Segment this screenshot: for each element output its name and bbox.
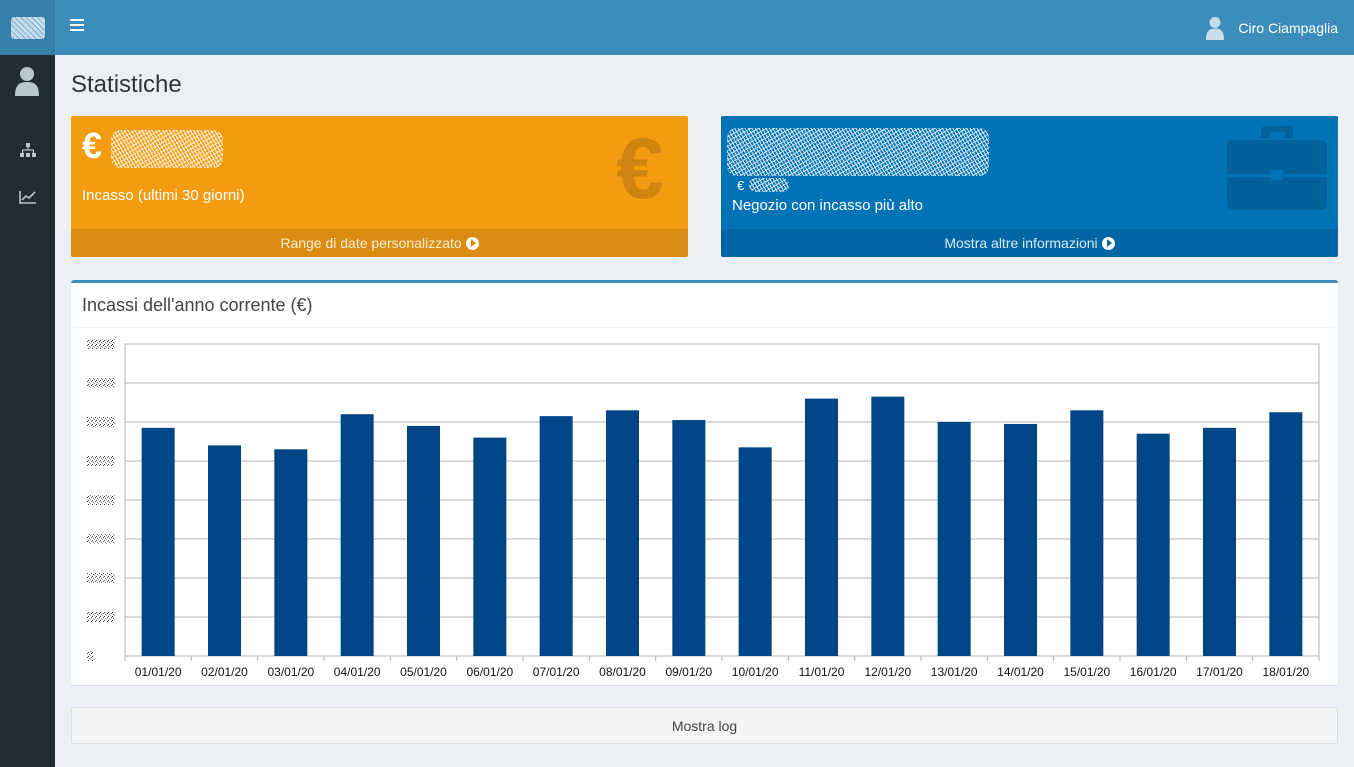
arrow-circle-right-icon xyxy=(465,236,479,250)
user-name: Ciro Ciampaglia xyxy=(1238,19,1338,36)
chart-bar xyxy=(871,396,905,656)
y-tick-label-redacted xyxy=(87,651,93,661)
chart-bar xyxy=(1203,427,1236,656)
x-tick-label: 13/01/20 xyxy=(931,665,978,679)
x-tick-label: 04/01/20 xyxy=(334,665,381,679)
app-logo[interactable] xyxy=(0,0,55,55)
x-tick-label: 17/01/20 xyxy=(1196,665,1243,679)
x-tick-label: 05/01/20 xyxy=(400,665,447,679)
x-tick-label: 06/01/20 xyxy=(466,665,513,679)
chart-bar xyxy=(606,410,639,656)
chart-bar xyxy=(937,422,971,656)
sidebar-item-statistics[interactable] xyxy=(0,177,55,217)
sidebar-toggle-icon[interactable] xyxy=(70,19,84,35)
sitemap-icon xyxy=(19,143,36,157)
top-store-card: € Negozio con incasso più alto Mostra al… xyxy=(721,116,1338,257)
y-tick-label-redacted xyxy=(87,534,115,544)
sidebar-user-avatar[interactable] xyxy=(14,66,40,101)
chart-bar xyxy=(1004,423,1037,656)
chart-bar xyxy=(672,420,706,656)
y-tick-label-redacted xyxy=(87,495,115,505)
chart-panel: Incassi dell'anno corrente (€) 01/01/20 0… xyxy=(71,280,1338,685)
chart-bar xyxy=(805,398,838,656)
chart-bar xyxy=(340,414,374,656)
redacted-store-revenue xyxy=(749,178,789,192)
revenue-label: Incasso (ultimi 30 giorni) xyxy=(82,187,245,204)
user-avatar-icon xyxy=(15,67,39,96)
page-title: Statistiche xyxy=(71,71,182,98)
more-info-link[interactable]: Mostra altre informazioni xyxy=(721,229,1338,257)
y-tick-label-redacted xyxy=(87,417,115,427)
sidebar xyxy=(0,55,55,767)
x-tick-label: 15/01/20 xyxy=(1063,665,1110,679)
chart-bar xyxy=(738,447,772,656)
x-tick-label: 09/01/20 xyxy=(665,665,712,679)
y-tick-label-redacted xyxy=(87,573,115,583)
panel-divider xyxy=(71,327,1338,328)
top-store-currency: € xyxy=(737,178,745,193)
redacted-revenue-value xyxy=(111,130,223,168)
x-tick-label: 14/01/20 xyxy=(997,665,1044,679)
y-tick-label-redacted xyxy=(87,612,115,622)
revenue-bar-chart: 01/01/20 02/01/20 03/01/20 04/01/20 05/01/20… xyxy=(87,339,1320,679)
custom-date-range-label: Range di date personalizzato xyxy=(280,235,462,251)
x-tick-label: 11/01/20 xyxy=(799,665,845,679)
top-store-label: Negozio con incasso più alto xyxy=(732,197,923,214)
user-avatar-icon xyxy=(1206,16,1225,40)
user-menu[interactable]: Ciro Ciampaglia xyxy=(1206,0,1338,55)
x-tick-label: 07/01/20 xyxy=(533,665,580,679)
chart-bar xyxy=(539,416,573,656)
chart-bar xyxy=(208,445,241,656)
chart-bar xyxy=(473,437,507,656)
sidebar-item-stores[interactable] xyxy=(0,130,55,170)
more-info-label: Mostra altre informazioni xyxy=(944,235,1098,251)
x-tick-label: 10/01/20 xyxy=(732,665,779,679)
redacted-store-name xyxy=(727,128,989,176)
arrow-circle-right-icon xyxy=(1101,236,1115,250)
y-tick-label-redacted xyxy=(87,378,115,388)
chart-bar xyxy=(141,427,175,656)
chart-bar xyxy=(1269,412,1303,656)
chart-panel-title: Incassi dell'anno corrente (€) xyxy=(82,295,313,315)
revenue-card: € Incasso (ultimi 30 giorni) € Range di … xyxy=(71,116,688,257)
show-log-button[interactable]: Mostra log xyxy=(71,707,1338,744)
revenue-currency: € xyxy=(82,125,103,166)
y-tick-label-redacted xyxy=(87,456,115,466)
chart-bar xyxy=(274,449,308,656)
chart-bar xyxy=(407,425,440,656)
x-tick-label: 12/01/20 xyxy=(864,665,911,679)
x-tick-label: 03/01/20 xyxy=(267,665,314,679)
euro-icon: € xyxy=(616,130,664,210)
chart-bar xyxy=(1136,433,1170,656)
x-tick-label: 16/01/20 xyxy=(1130,665,1177,679)
line-chart-icon xyxy=(18,191,36,204)
x-tick-label: 08/01/20 xyxy=(599,665,646,679)
briefcase-icon xyxy=(1227,126,1327,210)
svg-text:€: € xyxy=(616,130,664,210)
x-tick-label: 02/01/20 xyxy=(201,665,248,679)
top-navbar: Ciro Ciampaglia xyxy=(0,0,1354,55)
y-tick-label-redacted xyxy=(87,339,115,349)
x-tick-label: 18/01/20 xyxy=(1262,665,1309,679)
x-tick-label: 01/01/20 xyxy=(135,665,182,679)
custom-date-range-link[interactable]: Range di date personalizzato xyxy=(71,229,688,257)
logo-image xyxy=(10,16,45,39)
chart-bar xyxy=(1070,410,1104,656)
